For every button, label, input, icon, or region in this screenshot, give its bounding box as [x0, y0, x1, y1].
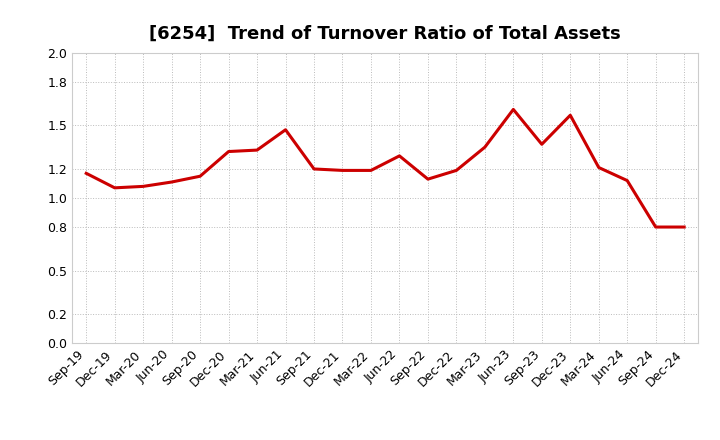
- Title: [6254]  Trend of Turnover Ratio of Total Assets: [6254] Trend of Turnover Ratio of Total …: [149, 25, 621, 43]
